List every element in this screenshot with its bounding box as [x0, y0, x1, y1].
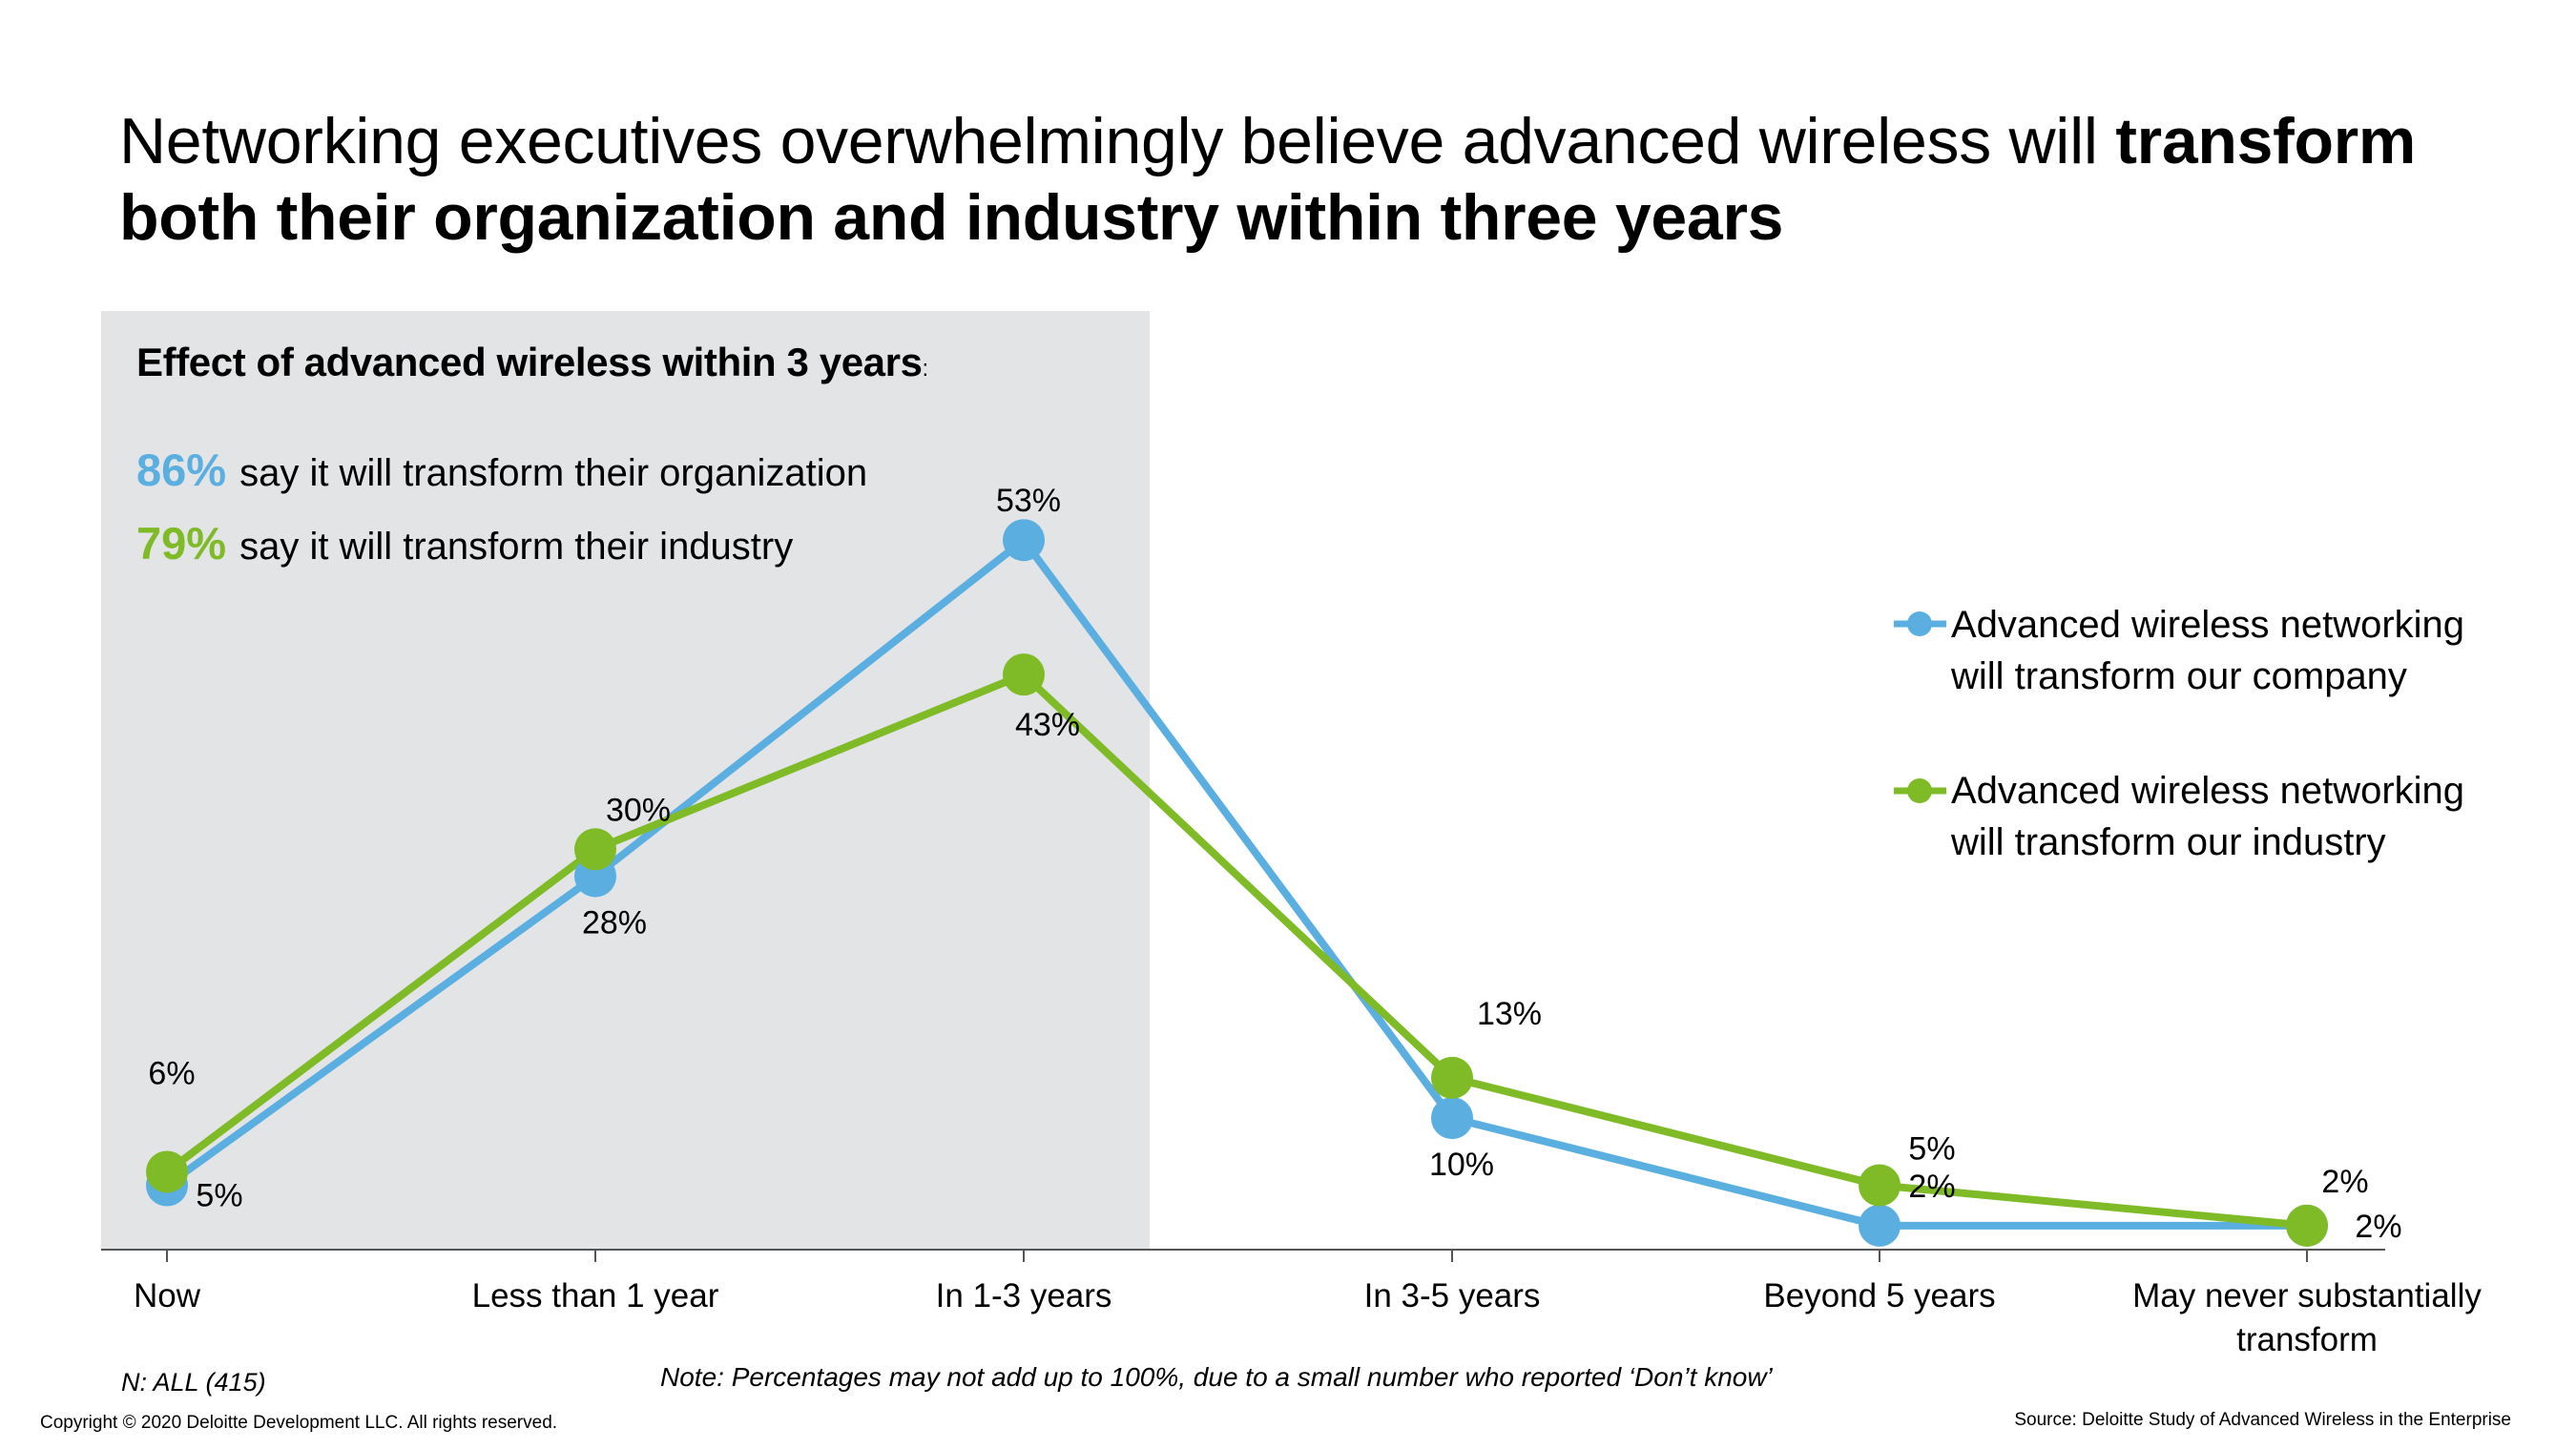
legend-marker-company	[1907, 611, 1932, 636]
legend-marker-industry	[1907, 778, 1932, 803]
sample-size: N: ALL (415)	[121, 1368, 266, 1397]
data-point-industry	[574, 828, 616, 871]
legend-company-line-1: Advanced wireless networking	[1951, 604, 2465, 646]
data-label-industry: 6%	[148, 1055, 195, 1091]
legend-industry-line-2: will transform our industry	[1951, 821, 2386, 863]
data-point-industry	[1859, 1164, 1901, 1207]
data-point-company	[1003, 519, 1045, 562]
data-point-industry	[146, 1150, 188, 1193]
footnote: Note: Percentages may not add up to 100%…	[660, 1362, 1773, 1392]
title-bold-2: both their organization and industry wit…	[119, 181, 1784, 254]
data-label-company: 53%	[996, 483, 1061, 519]
legend-company-line-2: will transform our company	[1951, 655, 2407, 697]
data-label-industry: 2%	[2321, 1164, 2368, 1200]
x-tick-label: Less than 1 year	[472, 1277, 719, 1314]
title-normal: Networking executives overwhelmingly bel…	[119, 105, 2116, 177]
legend-industry-line-1: Advanced wireless networking	[1951, 770, 2465, 812]
panel-heading-colon: :	[922, 356, 929, 382]
panel-heading-text: Effect of advanced wireless within 3 yea…	[136, 340, 923, 384]
data-label-company: 2%	[1908, 1169, 1955, 1205]
data-label-company: 28%	[582, 904, 647, 941]
stat-industry: 79% say it will transform their industry	[136, 517, 793, 569]
stat-industry-text: say it will transform their industry	[239, 526, 794, 568]
stat-organization: 86% say it will transform their organizat…	[136, 444, 867, 496]
page-title: Networking executives overwhelmingly bel…	[119, 103, 2504, 256]
data-label-company: 2%	[2355, 1209, 2401, 1245]
series-line-company	[164, 534, 2307, 1230]
title-bold-1: transform	[2115, 105, 2417, 177]
data-label-company: 5%	[196, 1178, 242, 1214]
stat-industry-pct: 79%	[136, 518, 227, 569]
panel-heading: Effect of advanced wireless within 3 yea…	[136, 340, 928, 385]
data-point-company	[1859, 1204, 1901, 1247]
x-tick-label: Now	[134, 1277, 201, 1314]
x-tick-label: In 3-5 years	[1364, 1277, 1541, 1314]
x-tick-label: transform	[2236, 1321, 2378, 1358]
legend-item-company: Advanced wireless networking will transfo…	[1951, 599, 2524, 702]
data-label-industry: 5%	[1908, 1131, 1955, 1168]
data-point-company	[1431, 1097, 1473, 1140]
x-tick-label: May never substantially	[2132, 1277, 2482, 1314]
data-point-industry	[1003, 653, 1045, 696]
source: Source: Deloitte Study of Advanced Wirel…	[2014, 1410, 2511, 1430]
data-label-industry: 43%	[1015, 707, 1080, 743]
series-line-industry	[164, 670, 2308, 1230]
copyright: Copyright © 2020 Deloitte Development LL…	[40, 1413, 558, 1433]
data-point-industry	[1431, 1056, 1473, 1099]
stat-organization-text: say it will transform their organization	[239, 452, 868, 494]
legend-item-industry: Advanced wireless networking will transfo…	[1951, 765, 2524, 868]
data-label-company: 10%	[1429, 1147, 1494, 1183]
data-point-industry	[2286, 1204, 2328, 1247]
x-tick-label: Beyond 5 years	[1763, 1277, 1995, 1314]
data-label-industry: 13%	[1477, 996, 1542, 1032]
x-tick-label: In 1-3 years	[936, 1277, 1112, 1314]
data-label-industry: 30%	[606, 792, 671, 828]
stat-organization-pct: 86%	[136, 445, 227, 495]
